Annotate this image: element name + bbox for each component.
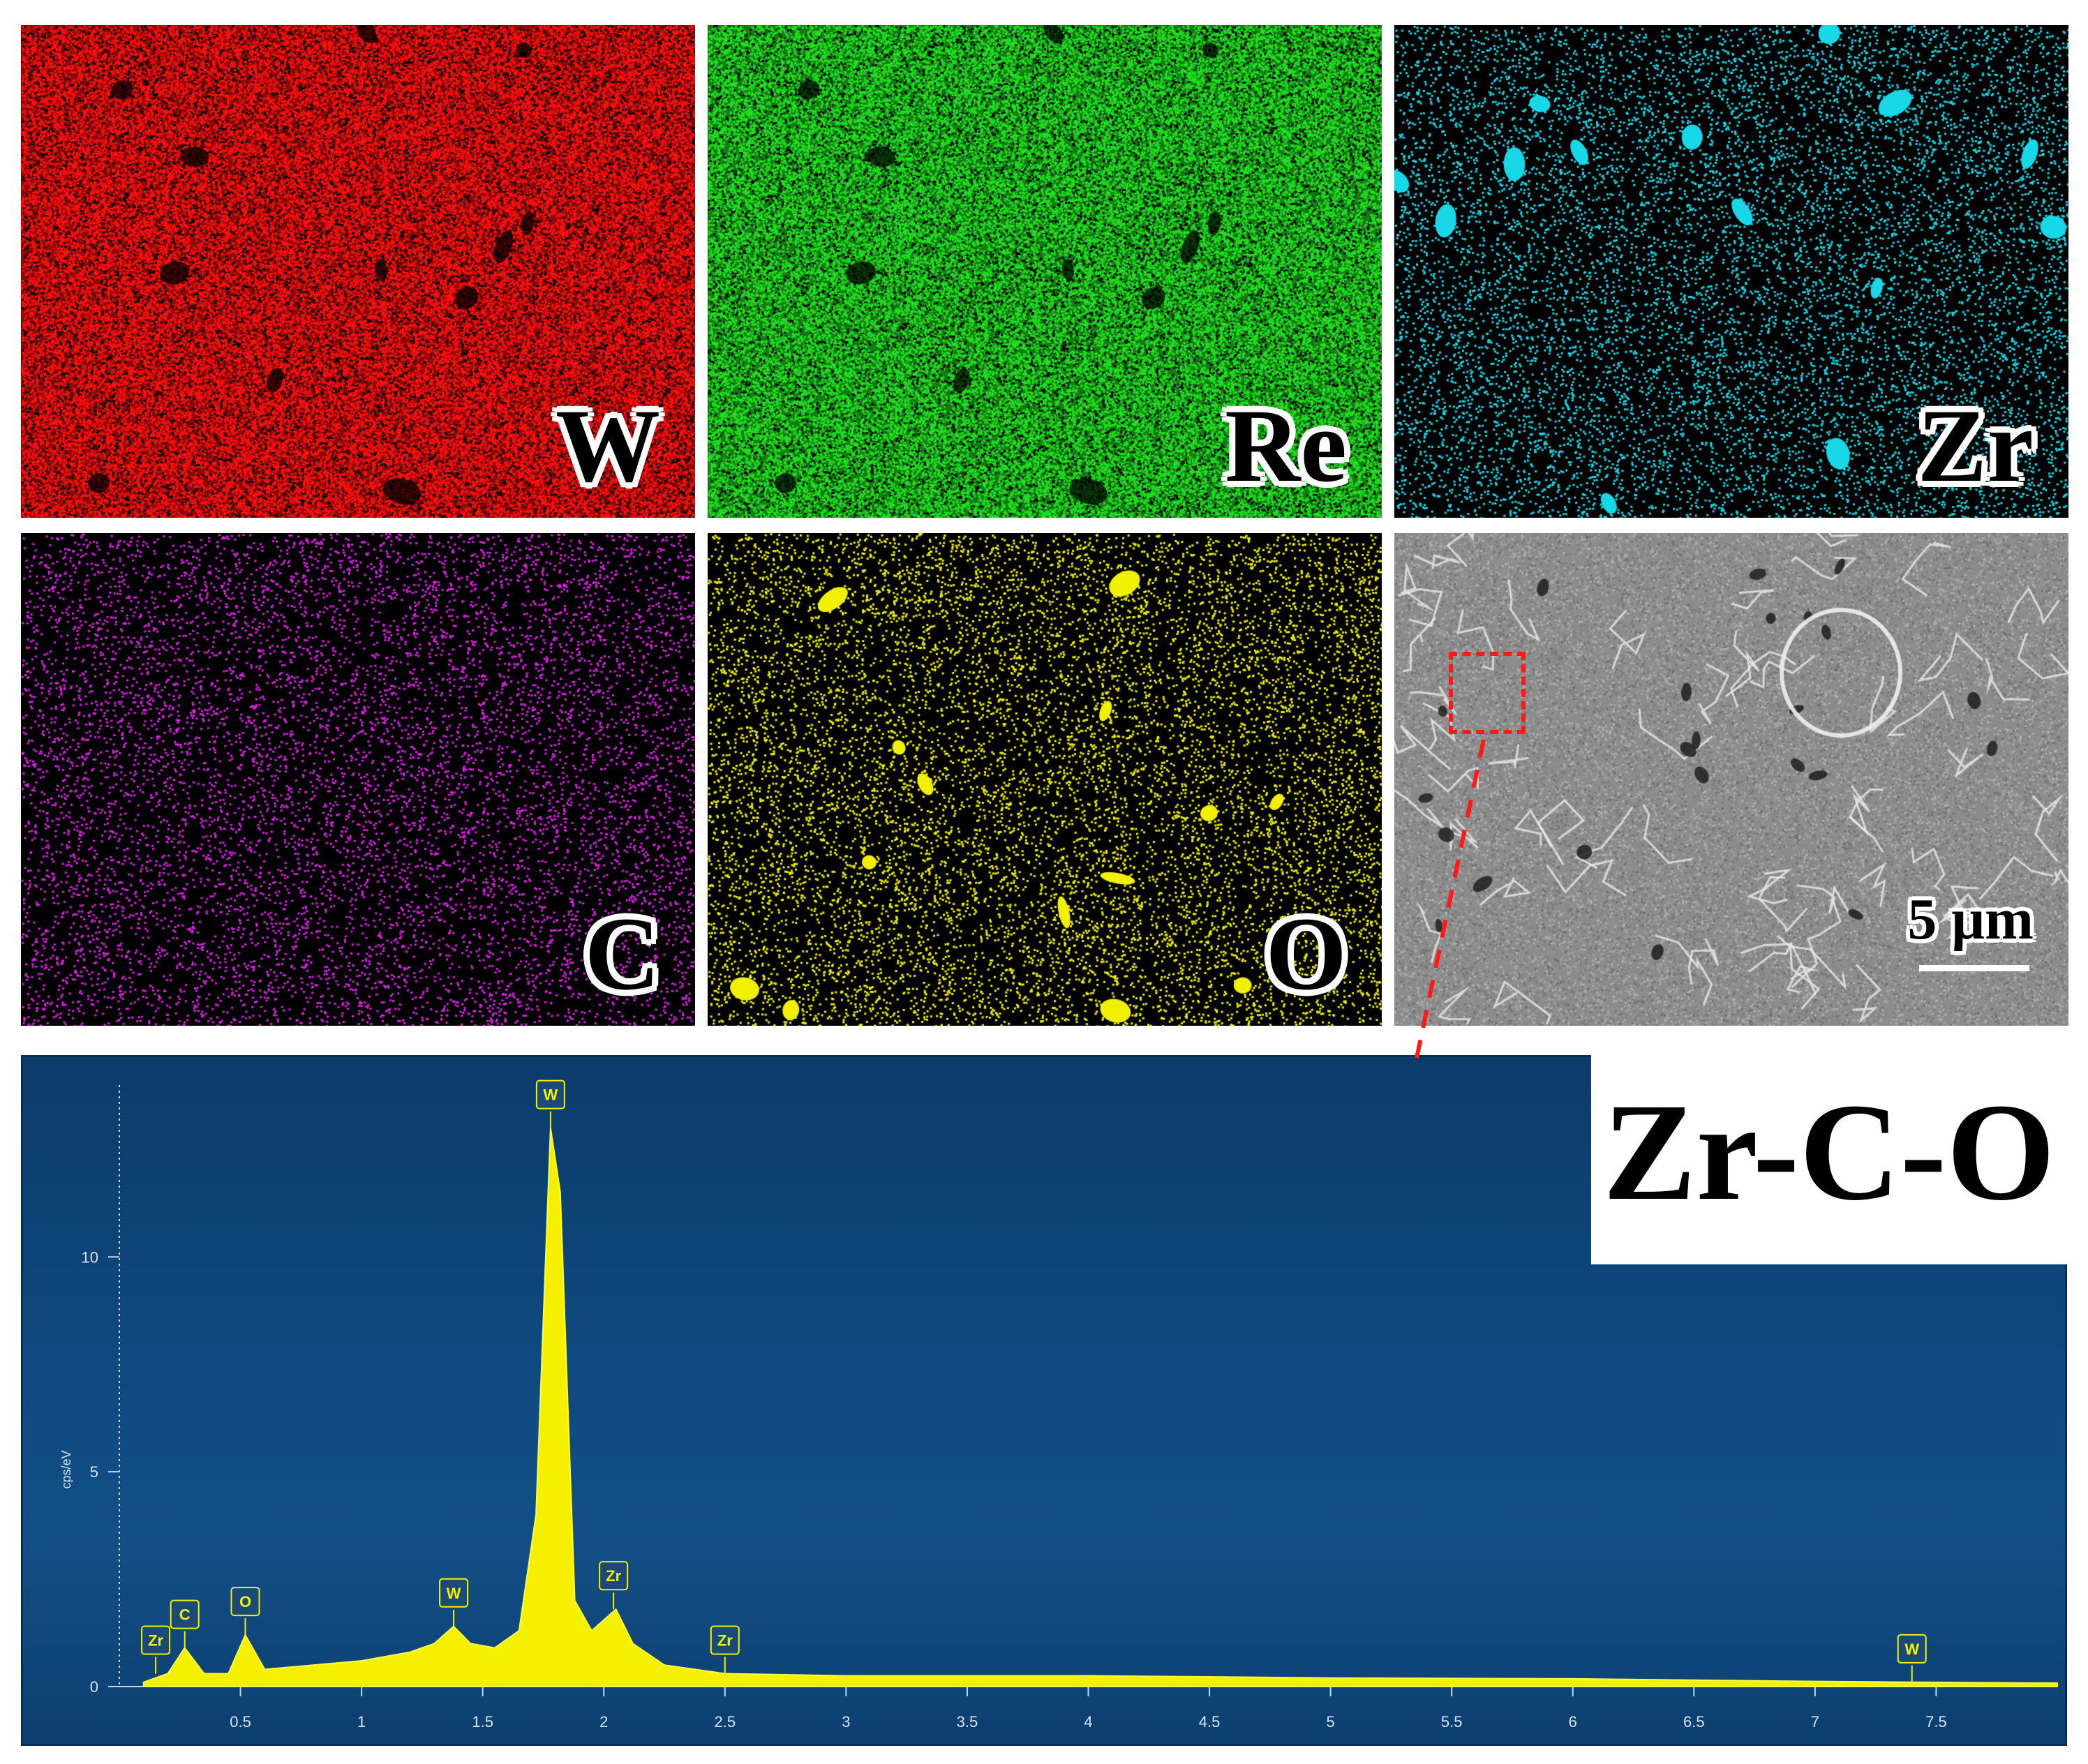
compound-label: Zr-C-O	[1603, 1075, 2055, 1229]
x-tick-label-14: 7.5	[1925, 1713, 1947, 1731]
map-zr-panel: Zr	[1394, 25, 2068, 518]
sem-image-panel: 5 μm	[1394, 533, 2068, 1026]
peak-marker-box-7	[1897, 1634, 1927, 1664]
region-of-interest-box	[1449, 652, 1526, 734]
map-re-canvas	[708, 25, 1382, 518]
map-zr-label: Zr	[1917, 388, 2034, 504]
map-zr-canvas	[1394, 25, 2068, 518]
x-tick-label-10: 5.5	[1441, 1713, 1463, 1731]
x-tick-label-12: 6.5	[1683, 1713, 1705, 1731]
peak-marker-box-4	[535, 1079, 565, 1109]
x-tick-label-9: 5	[1327, 1713, 1335, 1731]
map-w-label: W	[555, 388, 660, 504]
eds-spectrum-chart: 0.5 1 1.5 2 2.5 3 3.5 4 4.5 5 5.5 6 6.5 7 7.5 0 5 10 cps/e…	[21, 1055, 2067, 1746]
peak-label-6: Zr	[717, 1632, 733, 1650]
x-tick-label-5: 3	[842, 1713, 850, 1731]
map-o-panel: O	[708, 533, 1382, 1026]
peak-marker-box-3	[439, 1578, 469, 1608]
peak-marker-box-1	[170, 1599, 200, 1629]
scale-bar	[1919, 965, 2029, 971]
x-tick-label-8: 4.5	[1199, 1713, 1221, 1731]
map-w-canvas	[21, 25, 695, 518]
map-c-canvas	[21, 533, 695, 1026]
peak-marker-box-6	[710, 1625, 740, 1655]
x-tick-label-3: 2	[599, 1713, 608, 1731]
y-tick-label-1: 5	[90, 1463, 98, 1481]
scale-bar-label: 5 μm	[1907, 887, 2034, 952]
x-tick-label-7: 4	[1084, 1713, 1092, 1731]
x-tick-label-6: 3.5	[957, 1713, 978, 1731]
peak-label-4: W	[543, 1086, 558, 1104]
peak-marker-box-5	[599, 1561, 629, 1591]
eds-spectrum-svg: 0.5 1 1.5 2 2.5 3 3.5 4 4.5 5 5.5 6 6.5 7 7.5 0 5 10 cps/e…	[59, 1079, 2058, 1731]
peak-marker-box-2	[230, 1587, 260, 1617]
x-tick-label-1: 1	[357, 1713, 366, 1731]
peak-label-7: W	[1904, 1640, 1919, 1658]
map-o-canvas	[708, 533, 1382, 1026]
map-re-label: Re	[1225, 388, 1347, 504]
x-tick-label-0: 0.5	[230, 1713, 251, 1731]
x-tick-label-11: 6	[1569, 1713, 1577, 1731]
map-c-panel: C	[21, 533, 695, 1026]
peak-label-0: Zr	[148, 1632, 163, 1650]
compound-label-box: Zr-C-O	[1591, 1055, 2067, 1264]
peak-label-1: C	[179, 1606, 191, 1624]
peak-label-3: W	[447, 1585, 461, 1602]
map-re-panel: Re	[708, 25, 1382, 518]
map-c-label: C	[584, 896, 660, 1012]
x-tick-label-4: 2.5	[715, 1713, 736, 1731]
map-w-panel: W	[21, 25, 695, 518]
y-tick-label-0: 0	[90, 1678, 98, 1696]
y-tick-label-2: 10	[82, 1248, 98, 1266]
peak-marker-box-0	[141, 1625, 171, 1655]
y-axis-label: cps/eV	[59, 1450, 73, 1488]
sem-image-canvas	[1394, 533, 2068, 1026]
spectrum-area	[142, 1128, 2058, 1687]
peak-label-2: O	[239, 1593, 251, 1610]
peak-label-5: Zr	[606, 1567, 621, 1585]
map-o-label: O	[1265, 896, 1347, 1012]
x-tick-label-13: 7	[1811, 1713, 1819, 1731]
x-tick-label-2: 1.5	[472, 1713, 493, 1731]
